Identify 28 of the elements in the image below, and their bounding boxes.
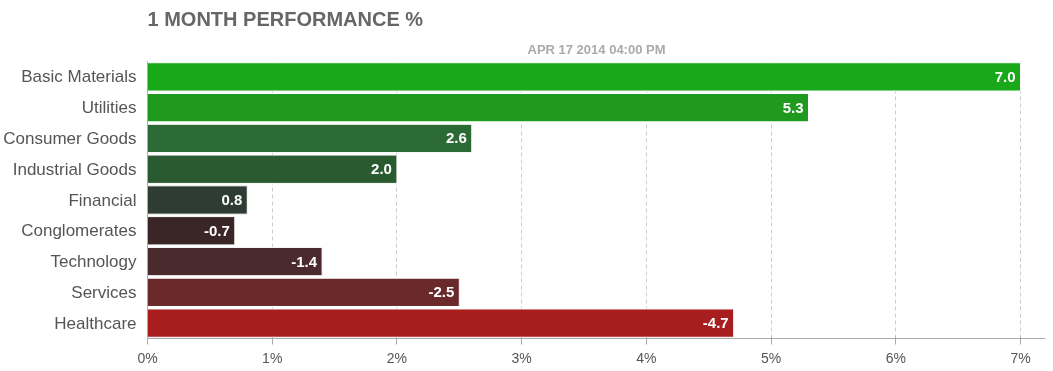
y-tick-label: Industrial Goods <box>12 159 137 179</box>
data-label: 0.8 <box>221 191 243 208</box>
x-tick-label: 0% <box>137 349 158 366</box>
data-label: 5.3 <box>782 98 804 116</box>
data-label: -2.5 <box>428 283 455 301</box>
x-tick-label: 6% <box>885 349 906 366</box>
chart-title: 1 MONTH PERFORMANCE % <box>147 7 424 30</box>
chart-subtitle: APR 17 2014 04:00 PM <box>527 41 666 57</box>
y-tick-label: Technology <box>50 252 137 272</box>
x-tick-label: 7% <box>1010 349 1031 366</box>
x-tick-label: 1% <box>262 349 283 366</box>
x-tick-label: 3% <box>511 349 532 366</box>
y-tick-label: Financial <box>68 190 137 210</box>
y-tick-label: Healthcare <box>54 313 137 333</box>
data-label: -4.7 <box>702 314 729 332</box>
y-tick-label: Utilities <box>81 98 137 118</box>
data-label: -1.4 <box>291 252 318 270</box>
data-label: 7.0 <box>994 67 1016 85</box>
y-tick-label: Conglomerates <box>21 221 137 241</box>
data-label: 2.6 <box>445 129 467 147</box>
x-tick-label: 4% <box>636 349 657 366</box>
y-tick-label: Consumer Goods <box>3 128 137 148</box>
y-tick-label: Basic Materials <box>21 67 137 87</box>
x-tick-label: 5% <box>760 349 782 366</box>
data-label: 2.0 <box>371 160 392 178</box>
data-label: -0.7 <box>203 221 230 239</box>
x-tick-label: 2% <box>386 349 408 366</box>
y-tick-label: Services <box>71 282 137 302</box>
